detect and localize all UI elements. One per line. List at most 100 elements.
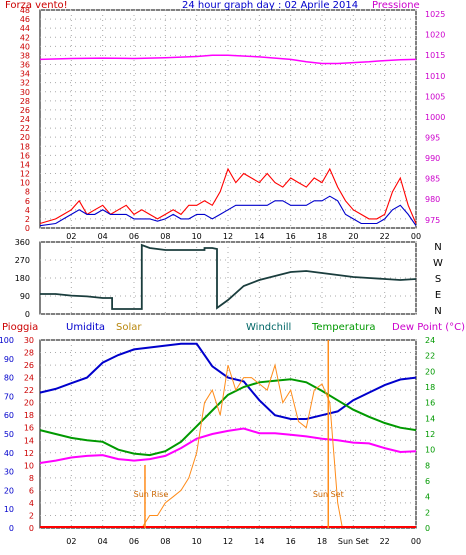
chart-title: 24 hour graph day : 02 Aprile 2014 xyxy=(182,0,358,11)
wind-speed-tick-label: 22 xyxy=(20,124,30,133)
x-tick-label: 08 xyxy=(160,537,170,546)
rain-tick-label: 30 xyxy=(24,336,34,345)
dewpoint-line xyxy=(39,427,417,464)
pressure-tick-label: 985 xyxy=(425,175,440,184)
pressure-tick-label: 980 xyxy=(425,195,440,204)
solar-line xyxy=(141,363,343,529)
legend-label: Windchill xyxy=(246,322,291,333)
temperature-tick-label: 12 xyxy=(425,430,435,439)
temperature-tick-label: 2 xyxy=(425,508,430,517)
x-tick-label: 12 xyxy=(223,537,233,546)
top-x-ticks: 02 04 06 08 10 12 14 16 18 20 22 00 xyxy=(66,232,421,241)
x-tick-label: 08 xyxy=(160,232,170,241)
humidity-tick-label: 40 xyxy=(4,449,14,458)
x-tick-label: 06 xyxy=(129,537,139,546)
direction-tick-label: 270 xyxy=(15,256,30,265)
wind-speed-tick-label: 28 xyxy=(20,97,30,106)
top-lines xyxy=(39,54,417,227)
temperature-tick-label: 24 xyxy=(425,336,435,345)
temperature-humidity-chart: Pioggia Umidita Solar Windchill Temperatura D… xyxy=(0,322,465,546)
wind-speed-tick-label: 0 xyxy=(25,224,30,233)
wind-speed-tick-label: 4 xyxy=(25,206,30,215)
wind-pressure-chart: Forza vento! 24 hour graph day : 02 Apri… xyxy=(5,0,445,241)
wind-speed-tick-label: 8 xyxy=(25,188,30,197)
temperature-tick-label: 22 xyxy=(425,352,435,361)
x-tick-label: 16 xyxy=(286,537,296,546)
wind-speed-tick-label: 48 xyxy=(20,6,30,15)
bottom-left-ticks: 0 10 20 30 40 50 60 70 80 90 100 xyxy=(0,336,14,533)
x-tick-label: 02 xyxy=(66,537,76,546)
x-tick-label: 10 xyxy=(192,232,202,241)
wind-speed-tick-label: 16 xyxy=(20,151,30,160)
wind-speed-tick-label: 34 xyxy=(20,70,30,79)
temperature-tick-label: 8 xyxy=(425,461,430,470)
humidity-tick-label: 10 xyxy=(4,505,14,514)
rain-tick-label: 14 xyxy=(24,436,34,445)
humidity-tick-label: 60 xyxy=(4,411,14,420)
compass-label: N xyxy=(434,242,441,253)
wind-speed-tick-label: 40 xyxy=(20,42,30,51)
temperature-tick-label: 6 xyxy=(425,477,430,486)
rain-tick-label: 18 xyxy=(24,411,34,420)
x-tick-label: 12 xyxy=(223,232,233,241)
wind-speed-tick-label: 6 xyxy=(25,197,30,206)
x-tick-label: 22 xyxy=(380,537,390,546)
series-line-1 xyxy=(39,195,417,227)
pressure-tick-label: 990 xyxy=(425,154,440,163)
x-tick-label: 06 xyxy=(129,232,139,241)
compass-label: S xyxy=(435,274,441,285)
rain-tick-label: 12 xyxy=(24,449,34,458)
x-tick-label: 10 xyxy=(192,537,202,546)
rain-tick-label: 10 xyxy=(24,461,34,470)
bottom-lines xyxy=(39,342,417,529)
x-tick-label: 00 xyxy=(411,537,421,546)
pressure-tick-label: 1000 xyxy=(425,113,445,122)
wind-speed-ticks: 0246810121416182022242628303234363840424… xyxy=(20,6,30,233)
legend-label: Dew Point (°C) xyxy=(392,322,465,333)
sun-rise-label: Sun Rise xyxy=(134,490,169,499)
mid-lines xyxy=(40,243,417,310)
sun-set-label: Sun Set xyxy=(313,490,344,499)
x-tick-label: 14 xyxy=(254,537,264,546)
temperature-tick-label: 4 xyxy=(425,493,430,502)
temperature-tick-label: 0 xyxy=(425,524,430,533)
wind-speed-tick-label: 36 xyxy=(20,61,30,70)
x-tick-label: 14 xyxy=(254,232,264,241)
series-line-0 xyxy=(39,167,417,225)
x-tick-label: 16 xyxy=(286,232,296,241)
x-tick-label: 22 xyxy=(380,232,390,241)
pressure-tick-label: 975 xyxy=(425,216,440,225)
pressure-tick-label: 995 xyxy=(425,134,440,143)
direction-tick-label: 90 xyxy=(20,292,30,301)
compass-label: E xyxy=(435,290,441,301)
wind-speed-tick-label: 2 xyxy=(25,215,30,224)
x-tick-label: 02 xyxy=(66,232,76,241)
pressure-tick-label: 1020 xyxy=(425,31,445,40)
wind-speed-tick-label: 46 xyxy=(20,15,30,24)
x-tick-label: 18 xyxy=(317,537,327,546)
humidity-tick-label: 20 xyxy=(4,486,14,495)
pressure-tick-label: 1005 xyxy=(425,92,445,101)
mid-grid xyxy=(40,241,417,315)
legend-label: Pioggia xyxy=(2,322,38,333)
wind-speed-tick-label: 10 xyxy=(20,179,30,188)
wind-speed-tick-label: 38 xyxy=(20,51,30,60)
pressure-axis-label: Pressione xyxy=(372,0,420,11)
temperature-tick-label: 20 xyxy=(425,367,435,376)
humidity-tick-label: 70 xyxy=(4,392,14,401)
pressure-tick-label: 1015 xyxy=(425,51,445,60)
wind-pressure-plot-area xyxy=(39,9,417,229)
legend-label: Solar xyxy=(116,322,142,333)
wind-speed-tick-label: 26 xyxy=(20,106,30,115)
rain-tick-label: 0 xyxy=(29,524,34,533)
temperature-line xyxy=(39,378,417,457)
compass-label: W xyxy=(433,258,443,269)
temperature-tick-label: 18 xyxy=(425,383,435,392)
rain-tick-label: 20 xyxy=(24,399,34,408)
rain-tick-label: 16 xyxy=(24,424,34,433)
